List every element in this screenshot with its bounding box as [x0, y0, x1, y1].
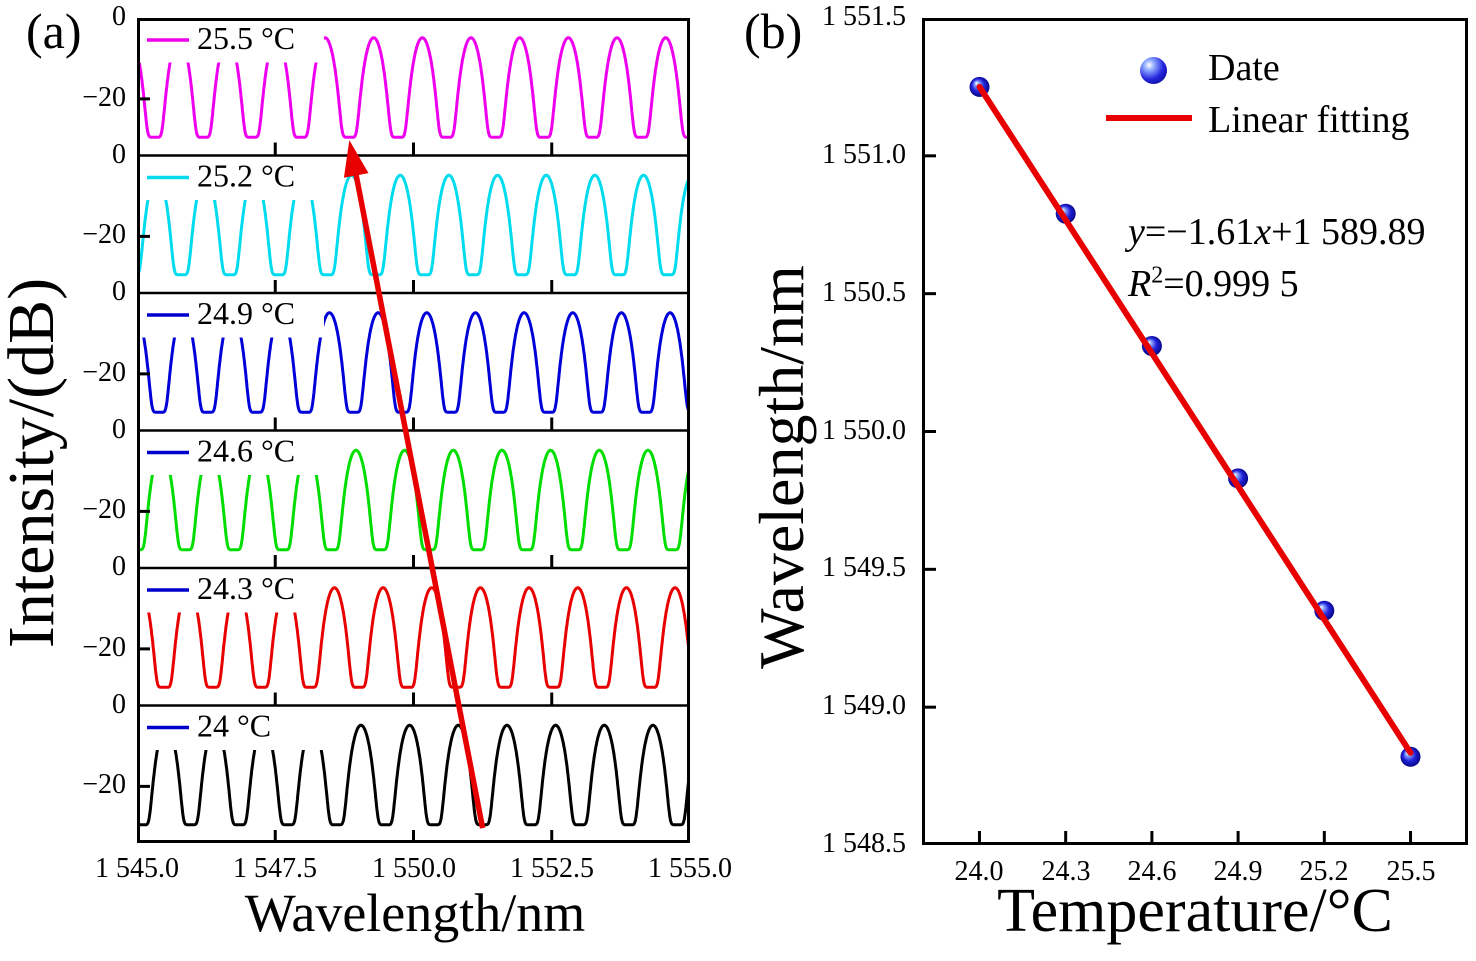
legend-fit-line-marker — [1106, 115, 1192, 121]
r-superscript: 2 — [1151, 262, 1164, 289]
panel-a-frame — [137, 18, 690, 843]
panel-a-ytick-0: 0 — [112, 1, 126, 32]
panel-b-ytick-1551.5: 1 551.5 — [822, 1, 906, 32]
r-label: R — [1128, 263, 1152, 305]
legend-label-date: Date — [1208, 47, 1280, 89]
panel-b-y-axis-title: Wavelength/nm — [746, 265, 817, 669]
legend-sphere-marker — [1140, 57, 1167, 84]
panel-b-plot-area — [922, 18, 1468, 845]
eq-mid: =−1.61 — [1144, 211, 1255, 253]
spectrum-trace-25.2C — [136, 173, 692, 277]
subplot-legend-label: 24 °C — [197, 708, 271, 744]
eq-end: +1 589.89 — [1271, 211, 1426, 253]
subplot-legend-label: 24.9 °C — [197, 295, 295, 331]
panel-a-ytick-minus20: −20 — [82, 82, 126, 113]
panel-b-ytick-1550: 1 550.0 — [822, 415, 906, 446]
panel-b-ytick-1549: 1 549.0 — [822, 690, 906, 721]
panel-b-x-axis-title: Temperature/°C — [997, 877, 1393, 945]
panel-a-plot-area: 25.5 °C 25.2 °C 24.9 °C 24.6 °C 24.3 °C 24 °C — [135, 18, 692, 843]
panel-a-ytick-minus20: −20 — [82, 769, 126, 800]
panel-a-x-axis-title: Wavelength/nm — [244, 883, 586, 943]
panel-b-xtick-24.3: 24.3 — [1041, 856, 1091, 887]
legend-label-linear-fitting: Linear fitting — [1208, 99, 1410, 141]
panel-a-ytick-0: 0 — [112, 551, 126, 582]
panel-a-chart-svg: 25.5 °C 25.2 °C 24.9 °C 24.6 °C 24.3 °C 24 °C — [135, 18, 692, 843]
panel-b-frame — [922, 18, 1468, 845]
panel-a-label: (a) — [26, 3, 82, 59]
panel-a-xtick-1545: 1 545.0 — [95, 853, 179, 884]
panel-b-ytick-1549.5: 1 549.5 — [822, 552, 906, 583]
eq-var-y: y — [1128, 211, 1145, 253]
subplot-legend-label: 24.6 °C — [197, 433, 295, 469]
panel-a-xtick-1552.5: 1 552.5 — [510, 853, 594, 884]
panel-a-ytick-0: 0 — [112, 139, 126, 170]
spectrum-trace-24C — [136, 723, 692, 827]
panel-a-xtick-1555: 1 555.0 — [648, 853, 732, 884]
panel-a-ytick-minus20: −20 — [82, 219, 126, 250]
subplot-legend-label: 25.2 °C — [197, 158, 295, 194]
eq-var-x: x — [1254, 211, 1272, 253]
subplot-legend-label: 25.5 °C — [197, 20, 295, 56]
fit-equation-annotation: y=−1.61x+1 589.89 R2=0.999 5 — [1128, 206, 1426, 310]
panel-a-xtick-1550: 1 550.0 — [372, 853, 456, 884]
panel-b-xtick-25.2: 25.2 — [1299, 856, 1349, 887]
panel-a-xtick-1547.5: 1 547.5 — [233, 853, 317, 884]
shift-arrow-shaft — [352, 170, 486, 829]
panel-b-xtick-24: 24.0 — [954, 856, 1004, 887]
panel-a-y-axis-title: Intensity/(dB) — [0, 277, 68, 649]
panel-b-xtick-24.9: 24.9 — [1213, 856, 1263, 887]
linear-fit-line — [976, 83, 1414, 756]
panel-a-ytick-minus20: −20 — [82, 632, 126, 663]
shift-arrow-head — [343, 140, 369, 178]
panel-a-ytick-0: 0 — [112, 276, 126, 307]
panel-a-ytick-0: 0 — [112, 689, 126, 720]
panel-b-label: (b) — [744, 3, 803, 59]
data-point-25.5 — [1400, 746, 1421, 767]
panel-b-ytick-1551: 1 551.0 — [822, 139, 906, 170]
panel-a-ytick-minus20: −20 — [82, 357, 126, 388]
fit-equation-line2: R2=0.999 5 — [1128, 258, 1426, 310]
panel-b-ytick-1548.5: 1 548.5 — [822, 828, 906, 859]
panel-b-chart-svg — [922, 18, 1468, 845]
panel-b-ytick-1550.5: 1 550.5 — [822, 277, 906, 308]
panel-a-ytick-0: 0 — [112, 414, 126, 445]
r-value: =0.999 5 — [1163, 263, 1299, 305]
panel-b-xtick-24.6: 24.6 — [1127, 856, 1177, 887]
subplot-legend-label: 24.3 °C — [197, 570, 295, 606]
panel-a-ytick-minus20: −20 — [82, 494, 126, 525]
fit-equation-line1: y=−1.61x+1 589.89 — [1128, 206, 1426, 258]
panel-b-xtick-25.5: 25.5 — [1386, 856, 1436, 887]
